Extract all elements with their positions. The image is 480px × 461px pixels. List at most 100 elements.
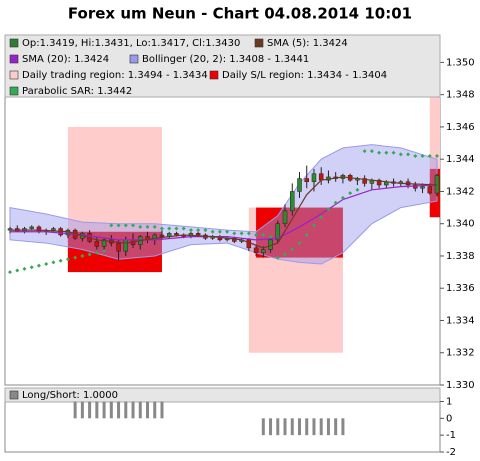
sar-point xyxy=(311,223,316,228)
legend-swatch xyxy=(254,38,264,48)
sar-point xyxy=(8,270,12,275)
candle-body xyxy=(195,233,201,236)
legend-label: Daily trading region: 1.3494 - 1.3434 xyxy=(22,70,208,81)
sar-point xyxy=(73,255,78,260)
sar-point xyxy=(268,234,273,239)
sar-point xyxy=(188,228,193,233)
long-short-bar xyxy=(73,401,77,419)
sar-point xyxy=(87,252,92,257)
y-tick-label: 1.346 xyxy=(446,122,475,133)
long-short-bar xyxy=(269,418,273,436)
legend-box xyxy=(4,34,441,98)
y-tick-label: -1 xyxy=(446,430,456,441)
sar-point xyxy=(22,266,27,271)
y-tick-label: 1.344 xyxy=(446,154,475,165)
legend-label: Bollinger (20, 2): 1.3408 - 1.3441 xyxy=(142,54,309,65)
chart-title: Forex um Neun - Chart 04.08.2014 10:01 xyxy=(68,5,412,23)
sar-point xyxy=(29,265,34,270)
candle-body xyxy=(275,223,281,241)
sar-point xyxy=(210,229,215,234)
sar-point xyxy=(297,241,302,246)
long-short-bar xyxy=(326,418,330,436)
legend-swatch xyxy=(9,54,19,64)
candle-body xyxy=(427,186,433,194)
legend-label: Daily S/L region: 1.3434 - 1.3404 xyxy=(222,70,387,81)
plot-layer xyxy=(7,72,440,353)
sar-point xyxy=(102,249,107,254)
long-short-bar xyxy=(283,418,287,436)
sar-point xyxy=(116,223,121,228)
y-tick-label: 1 xyxy=(446,396,452,407)
sar-point xyxy=(94,250,99,255)
long-short-bar xyxy=(131,401,135,419)
long-short-bar xyxy=(319,418,323,436)
long-short-bar xyxy=(334,418,338,436)
sar-point xyxy=(174,226,179,231)
sar-point xyxy=(254,233,259,237)
sar-point xyxy=(304,233,309,237)
candle-body xyxy=(434,175,440,194)
sar-point xyxy=(384,150,389,155)
sar-point xyxy=(58,258,63,263)
y-tick-label: 1.332 xyxy=(446,348,475,359)
long-short-bar xyxy=(297,418,301,436)
long-short-bar xyxy=(160,401,164,419)
candle-body xyxy=(304,178,309,183)
sub-legend-box xyxy=(4,387,441,403)
sar-point xyxy=(275,255,280,260)
sar-point xyxy=(225,229,230,234)
sar-point xyxy=(246,231,251,236)
legend-swatch xyxy=(129,54,139,64)
sar-point xyxy=(319,215,324,220)
sar-point xyxy=(420,153,425,158)
sar-point xyxy=(406,152,411,157)
long-short-bar xyxy=(88,401,92,419)
sma5-line xyxy=(10,176,438,249)
sar-point xyxy=(145,224,150,229)
sar-point xyxy=(355,187,360,192)
sar-point xyxy=(435,153,439,158)
candle-body xyxy=(246,239,252,249)
candle-body xyxy=(123,239,129,252)
legend-swatch xyxy=(209,70,219,80)
candle-body xyxy=(101,239,107,247)
sar-point xyxy=(427,153,432,158)
candle-body xyxy=(297,178,302,192)
long-short-bar xyxy=(124,401,128,419)
sar-point xyxy=(261,233,266,237)
sar-point xyxy=(159,226,164,231)
legend-label: Long/Short: 1.0000 xyxy=(22,390,118,401)
sar-point xyxy=(348,191,353,196)
long-short-bar xyxy=(102,401,106,419)
sar-point xyxy=(239,231,244,236)
sar-point xyxy=(362,149,367,154)
long-short-bar xyxy=(138,401,142,419)
long-short-bar xyxy=(341,418,345,436)
candle-body xyxy=(290,191,295,212)
legend-label: Parabolic SAR: 1.3442 xyxy=(22,86,132,97)
y-tick-label: 1.338 xyxy=(446,251,475,262)
sar-point xyxy=(203,228,208,233)
y-tick-label: 1.334 xyxy=(446,315,475,326)
sar-point xyxy=(123,223,128,228)
sar-point xyxy=(217,229,222,234)
candle-body xyxy=(261,249,266,253)
legend-swatch xyxy=(9,86,19,96)
sar-point xyxy=(36,263,41,268)
y-tick-label: -2 xyxy=(446,447,456,457)
y-tick-label: 1.330 xyxy=(446,380,475,391)
candle-body xyxy=(174,233,179,236)
candle-body xyxy=(94,241,100,247)
candle-body xyxy=(29,226,34,229)
sar-point xyxy=(65,257,70,262)
long-short-bar xyxy=(312,418,316,436)
sar-point xyxy=(131,223,136,228)
trading-region xyxy=(429,72,440,169)
legend-swatch xyxy=(9,38,19,48)
sar-point xyxy=(326,207,331,212)
candle-body xyxy=(311,173,317,183)
sar-point xyxy=(290,247,295,252)
sar-point xyxy=(181,226,186,231)
y-tick-label: 1.336 xyxy=(446,283,475,294)
